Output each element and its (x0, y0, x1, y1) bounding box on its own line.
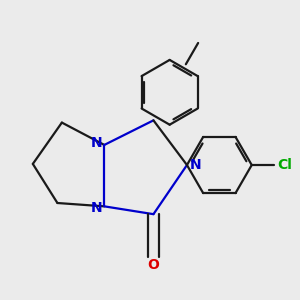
Text: N: N (90, 201, 102, 215)
Text: N: N (90, 136, 102, 150)
Text: N: N (189, 158, 201, 172)
Text: Cl: Cl (277, 158, 292, 172)
Text: O: O (148, 258, 159, 272)
